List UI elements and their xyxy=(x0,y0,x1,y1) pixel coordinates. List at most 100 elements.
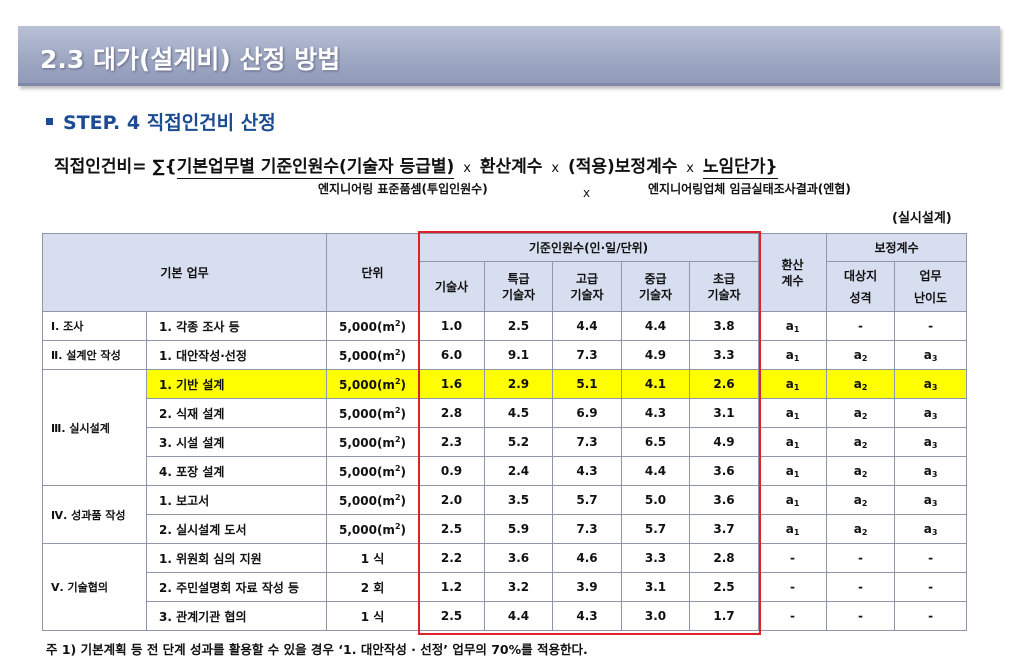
personnel-value-cell: 4.4 xyxy=(621,456,690,486)
correction-site-value: a xyxy=(853,492,862,507)
correction-difficulty-value: - xyxy=(928,318,934,333)
correction-difficulty-value: a xyxy=(923,492,932,507)
title-bar: 2.3 대가(설계비) 산정 방법 xyxy=(18,26,1000,86)
header-correction-1: 업무 난이도 xyxy=(894,261,968,312)
correction-difficulty-subscript: 3 xyxy=(931,382,938,392)
personnel-value-cell: 7.3 xyxy=(552,340,622,370)
table-row: 4. 포장 설계 5,000(m2) 0.9 2.4 4.3 4.4 3.6 a1 a2 a3 xyxy=(43,456,968,486)
correction-difficulty-cell: a3 xyxy=(894,485,968,515)
formula: 직접인건비= ∑{기본업무별 기준인원수(기술자 등급별) x 환산계수 x (… xyxy=(54,152,778,179)
personnel-value-cell: 2.5 xyxy=(418,601,485,631)
formula-part3: (적용)보정계수 xyxy=(567,157,678,177)
conversion-subscript: 1 xyxy=(793,527,800,537)
personnel-value-cell: 5.2 xyxy=(484,427,553,457)
correction-site-subscript: 2 xyxy=(861,469,868,479)
correction-difficulty-cell: a3 xyxy=(894,369,968,399)
correction-difficulty-subscript: 3 xyxy=(931,440,938,450)
task-cell: 1. 보고서 xyxy=(146,485,327,515)
unit-cell: 5,000(m2) xyxy=(326,427,419,457)
personnel-value-cell: 4.3 xyxy=(621,398,690,428)
correction-site-cell: a2 xyxy=(826,340,896,370)
task-cell: 1. 위원회 심의 지원 xyxy=(146,543,327,573)
unit-value: 5,000(m xyxy=(338,377,395,392)
sub-label-left: 엔지니어링 표준품셈(투입인원수) xyxy=(318,182,488,196)
personnel-value-cell: 4.3 xyxy=(552,601,622,631)
formula-times-1: x xyxy=(463,161,471,176)
conversion-cell: a1 xyxy=(758,340,828,370)
personnel-value-cell: 1.7 xyxy=(688,601,760,631)
personnel-value-cell: 1.2 xyxy=(418,572,485,602)
personnel-value-cell: 6.0 xyxy=(418,340,485,370)
correction-site-cell: - xyxy=(826,572,896,602)
conversion-value: a xyxy=(785,318,794,333)
header-correction-group: 보정계수 xyxy=(826,233,968,262)
header-basic-task: 기본 업무 xyxy=(42,233,327,312)
formula-times-3: x xyxy=(686,161,694,176)
conversion-cell: a1 xyxy=(758,485,828,515)
personnel-value-cell: 3.0 xyxy=(621,601,690,631)
personnel-value-cell: 5.1 xyxy=(552,369,622,399)
correction-site-value: a xyxy=(853,376,862,391)
conversion-subscript: 1 xyxy=(793,469,800,479)
footnote: 주 1) 기본계획 등 전 단계 성과를 활용할 수 있을 경우 ‘1. 대안작… xyxy=(46,642,588,657)
personnel-value-cell: 4.4 xyxy=(552,311,622,341)
page-title: 2.3 대가(설계비) 산정 방법 xyxy=(40,45,341,74)
task-cell: 1. 기반 설계 xyxy=(146,369,327,399)
task-cell: 2. 주민설명회 자료 작성 등 xyxy=(146,572,327,602)
step-heading-text: STEP. 4 직접인건비 산정 xyxy=(63,112,276,134)
correction-site-cell: - xyxy=(826,601,896,631)
task-cell: 1. 각종 조사 등 xyxy=(146,311,327,341)
personnel-value-cell: 3.3 xyxy=(621,543,690,573)
unit-value: 5,000(m xyxy=(338,522,395,537)
conversion-subscript: 1 xyxy=(793,440,800,450)
header-correction-0: 대상지 성격 xyxy=(826,261,896,312)
unit-cell: 5,000(m2) xyxy=(326,514,419,544)
formula-lhs: 직접인건비= xyxy=(54,157,147,177)
personnel-value-cell: 6.9 xyxy=(552,398,622,428)
correction-site-cell: a2 xyxy=(826,427,896,457)
task-cell: 3. 시설 설계 xyxy=(146,427,327,457)
category-cell: Ⅳ. 성과품 작성 xyxy=(42,485,147,544)
correction-site-subscript: 2 xyxy=(861,527,868,537)
formula-sigma: ∑{ xyxy=(152,157,177,177)
conversion-cell: - xyxy=(758,543,828,573)
header-unit: 단위 xyxy=(326,233,419,312)
table-row: Ⅱ. 설계안 작성 1. 대안작성·선정 5,000(m2) 6.0 9.1 7.3 4.9… xyxy=(42,340,968,370)
personnel-value-cell: 2.0 xyxy=(418,485,485,515)
correction-difficulty-subscript: 3 xyxy=(931,498,938,508)
correction-difficulty-cell: a3 xyxy=(894,456,968,486)
table-row: 2. 식재 설계 5,000(m2) 2.8 4.5 6.9 4.3 3.1 a1 a2 a3 xyxy=(43,398,968,428)
table-row: 2. 주민설명회 자료 작성 등 2 회 1.2 3.2 3.9 3.1 2.5 - - - xyxy=(43,572,968,602)
task-cell: 2. 식재 설계 xyxy=(146,398,327,428)
personnel-value-cell: 4.3 xyxy=(552,456,622,486)
table-row: Ⅰ. 조사 1. 각종 조사 등 5,000(m2) 1.0 2.5 4.4 4.4 3.8 a… xyxy=(42,311,968,341)
personnel-value-cell: 1.6 xyxy=(418,369,485,399)
personnel-value-cell: 7.3 xyxy=(552,427,622,457)
unit-cell: 5,000(m2) xyxy=(326,369,419,399)
personnel-value-cell: 3.9 xyxy=(552,572,622,602)
unit-superscript: 2 xyxy=(394,318,401,328)
conversion-cell: a1 xyxy=(758,398,828,428)
personnel-value-cell: 2.4 xyxy=(484,456,553,486)
unit-cell: 5,000(m2) xyxy=(326,340,419,370)
correction-difficulty-subscript: 3 xyxy=(931,411,938,421)
personnel-value-cell: 2.2 xyxy=(418,543,485,573)
table-row: 2. 실시설계 도서 5,000(m2) 2.5 5.9 7.3 5.7 3.7 a1 a2 a3 xyxy=(43,514,968,544)
personnel-value-cell: 3.6 xyxy=(484,543,553,573)
formula-part1: 기본업무별 기준인원수(기술자 등급별) xyxy=(176,157,455,179)
square-bullet-icon xyxy=(46,118,53,125)
unit-superscript: 2 xyxy=(394,434,401,444)
conversion-value: a xyxy=(785,463,794,478)
unit-superscript: 2 xyxy=(394,376,401,386)
unit-value: 5,000(m xyxy=(338,348,395,363)
conversion-subscript: 1 xyxy=(793,411,800,421)
sub-label-times: x xyxy=(583,186,591,200)
correction-difficulty-cell: a3 xyxy=(894,398,968,428)
unit-superscript: 2 xyxy=(394,492,401,502)
category-cell: Ⅴ. 기술협의 xyxy=(42,543,147,631)
unit-value: 5,000(m xyxy=(338,493,395,508)
personnel-value-cell: 9.1 xyxy=(484,340,553,370)
correction-difficulty-cell: - xyxy=(894,572,968,602)
unit-value: 5,000(m xyxy=(338,435,395,450)
correction-site-cell: a2 xyxy=(826,369,896,399)
